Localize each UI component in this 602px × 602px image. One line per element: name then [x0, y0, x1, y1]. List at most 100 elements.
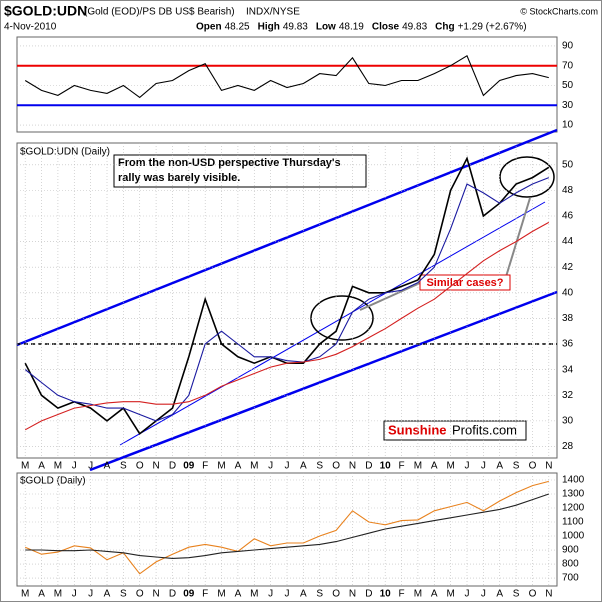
y-tick-label: 50 [562, 159, 574, 170]
rsi-panel [16, 36, 558, 133]
x-tick-label: A [300, 589, 307, 600]
x-tick-label: 10 [380, 589, 392, 600]
x-tick-label: J [72, 461, 77, 472]
x-tick-label: O [332, 589, 340, 600]
x-tick-label: J [481, 461, 486, 472]
arrow-1 [359, 282, 421, 311]
x-tick-label: M [21, 461, 29, 472]
symbol: $GOLD:UDN [4, 3, 87, 19]
y-tick-label: 34 [562, 364, 574, 375]
x-tick-label: M [21, 589, 29, 600]
quote-value: 48.25 [225, 22, 250, 33]
x-tick-label: N [349, 461, 356, 472]
x-tick-label: S [513, 461, 520, 472]
x-tick-label: N [349, 589, 356, 600]
y-tick-label: 36 [562, 339, 574, 350]
quote-value: 48.19 [339, 22, 364, 33]
y-tick-label: 44 [562, 236, 574, 247]
x-tick-label: J [268, 461, 273, 472]
x-tick-label: M [54, 461, 62, 472]
x-tick-label: M [217, 589, 225, 600]
series-line [24, 221, 550, 431]
series-line [24, 177, 550, 422]
x-tick-label: N [152, 589, 159, 600]
brand-2: Profits.com [452, 422, 517, 437]
x-tick-label: J [285, 589, 290, 600]
x-tick-label: S [120, 589, 127, 600]
x-tick-label: D [169, 461, 176, 472]
x-tick-label: A [496, 589, 503, 600]
x-tick-label: F [202, 589, 208, 600]
x-tick-label: O [529, 461, 537, 472]
y-tick-label: 30 [562, 416, 574, 427]
x-tick-label: D [169, 589, 176, 600]
y-tick-label: 800 [562, 559, 579, 570]
x-tick-label: M [250, 461, 258, 472]
x-tick-label: N [545, 589, 552, 600]
quote-label: Chg [435, 22, 454, 33]
y-tick-label: 10 [562, 120, 574, 131]
x-tick-label: F [202, 461, 208, 472]
y-tick-label: 46 [562, 211, 574, 222]
x-tick-label: D [365, 589, 372, 600]
y-tick-label: 50 [562, 80, 574, 91]
x-tick-label: M [446, 589, 454, 600]
x-tick-label: J [268, 589, 273, 600]
x-tick-label: J [88, 461, 93, 472]
x-tick-label: A [38, 589, 45, 600]
x-tick-label: A [300, 461, 307, 472]
y-tick-label: 40 [562, 287, 574, 298]
x-tick-label: A [235, 461, 242, 472]
x-tick-label: A [431, 589, 438, 600]
x-tick-label: A [104, 589, 111, 600]
main-label: $GOLD:UDN (Daily) [20, 147, 110, 158]
description: (Gold (EOD)/PS DB US$ Bearish) [84, 7, 235, 18]
x-tick-label: J [481, 589, 486, 600]
x-tick-label: J [465, 589, 470, 600]
x-tick-label: O [332, 461, 340, 472]
question: Similar cases? [426, 277, 503, 289]
y-tick-label: 42 [562, 262, 574, 273]
quote: Open 48.25 High 49.83 Low 48.19 Close 49.83 Chg +… [196, 22, 527, 33]
arrow-2 [504, 197, 531, 281]
x-tick-label: M [54, 589, 62, 600]
x-tick-label: S [513, 589, 520, 600]
x-tick-label: M [217, 461, 225, 472]
x-tick-label: M [414, 461, 422, 472]
brand-1: Sunshine [388, 422, 447, 437]
y-tick-label: 1100 [562, 517, 584, 528]
quote-label: Low [316, 22, 336, 33]
x-tick-label: D [365, 461, 372, 472]
x-tick-label: 09 [183, 589, 195, 600]
y-tick-label: 1400 [562, 475, 585, 486]
y-tick-label: 1000 [562, 531, 585, 542]
copyright: © StockCharts.com [520, 6, 598, 16]
y-tick-label: 30 [562, 100, 574, 111]
y-tick-label: 1200 [562, 503, 585, 514]
x-tick-label: F [398, 589, 404, 600]
note-wrap: From the non-USD perspective Thursday's … [118, 157, 341, 184]
channel-top [16, 128, 558, 347]
note-box [113, 154, 367, 188]
x-tick-label: J [465, 461, 470, 472]
series-line [25, 493, 549, 559]
x-tick-label: M [250, 589, 258, 600]
exchange: INDX/NYSE [246, 7, 300, 18]
y-tick-label: 900 [562, 545, 579, 556]
x-tick-label: A [235, 589, 242, 600]
x-tick-label: O [529, 589, 537, 600]
x-tick-label: M [446, 461, 454, 472]
x-tick-label: J [285, 461, 290, 472]
x-tick-label: J [72, 589, 77, 600]
x-tick-label: S [316, 461, 323, 472]
x-tick-label: O [136, 589, 144, 600]
x-tick-label: J [88, 589, 93, 600]
x-tick-label: F [398, 461, 404, 472]
x-tick-label: A [496, 461, 503, 472]
y-tick-label: 32 [562, 390, 574, 401]
quote-label: Open [196, 22, 222, 33]
x-tick-label: O [136, 461, 144, 472]
y-tick-label: 70 [562, 60, 574, 71]
x-tick-label: M [414, 589, 422, 600]
x-tick-label: N [152, 461, 159, 472]
